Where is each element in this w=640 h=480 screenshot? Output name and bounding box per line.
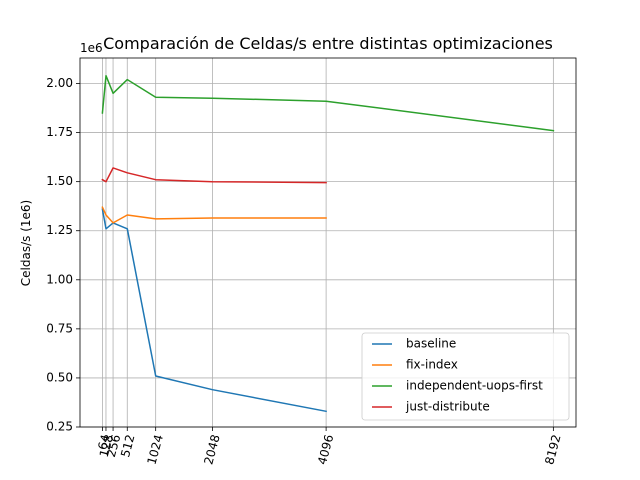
x-tick-label: 1024 [145,433,166,466]
chart-title: Comparación de Celdas/s entre distintas … [103,34,553,53]
legend: baseline fix-index independent-uops-first j… [361,332,570,421]
x-tick-label: 256 [104,433,123,459]
y-offset-label: 1e6 [80,41,103,55]
legend-box [361,332,570,421]
y-tick-label: 0.75 [46,321,73,335]
series-line-fix-index [101,206,327,224]
x-tick-label: 4096 [315,433,336,466]
legend-label: independent-uops-first [406,379,543,393]
x-tick-label: 2048 [201,433,222,466]
series-line-baseline [101,208,327,413]
x-tick-label: 64 [95,433,112,451]
y-tick-label: 0.25 [46,420,73,434]
series-line-independent-uops-first [101,74,555,132]
series-lines [101,74,555,413]
y-axis-label: Celdas/s (1e6) [19,200,33,286]
x-tick-label: 8192 [542,433,563,466]
series-line-just-distribute [101,167,327,184]
y-axis-ticks: 0.25 0.50 0.75 1.00 1.25 1.50 1.75 2.00 [46,76,80,434]
x-tick-label: 512 [118,433,137,459]
grid [80,58,576,428]
plot-area-frame [79,57,577,428]
legend-label: just-distribute [405,400,490,414]
x-tick-label: 128 [97,433,116,459]
legend-label: baseline [406,337,456,351]
y-tick-label: 2.00 [46,76,73,90]
y-tick-label: 1.00 [46,272,73,286]
y-tick-label: 1.25 [46,223,73,237]
y-tick-label: 1.50 [46,174,73,188]
legend-label: fix-index [406,358,458,372]
y-tick-label: 1.75 [46,125,73,139]
y-tick-label: 0.50 [46,370,73,384]
